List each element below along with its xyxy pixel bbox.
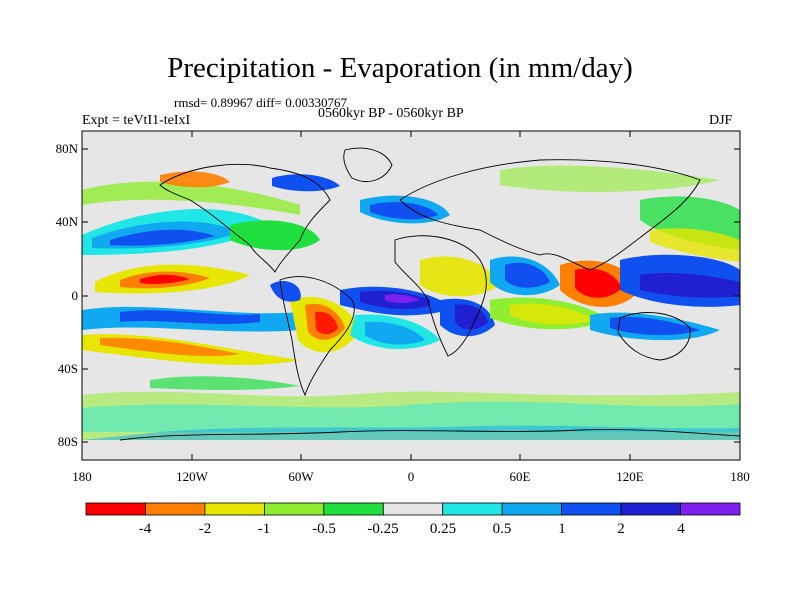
plot-title: Precipitation - Evaporation (in mm/day) xyxy=(167,52,633,84)
colorbar-label: -1 xyxy=(257,521,271,537)
lat-tick-marks xyxy=(82,148,740,443)
colorbar-label: 0.5 xyxy=(492,521,512,537)
colorbar-swatch xyxy=(561,502,622,516)
south-america-outline xyxy=(279,276,355,397)
lon-label-180w: 180 xyxy=(72,469,92,484)
colorbar-label: -2 xyxy=(198,521,212,537)
colorbar xyxy=(85,502,741,516)
coastlines xyxy=(119,147,740,441)
australia-outline xyxy=(617,312,691,361)
colorbar-label: 2 xyxy=(617,521,625,537)
lat-label-80n: 80N xyxy=(55,141,78,156)
lon-tick-marks xyxy=(81,131,741,460)
colorbar-swatch xyxy=(263,502,325,516)
lon-label-60w: 60W xyxy=(288,469,314,484)
colorbar-label: 1 xyxy=(558,521,566,537)
colorbar-swatch xyxy=(442,502,503,516)
colorbar-label: -0.25 xyxy=(367,521,399,537)
contour-fields xyxy=(82,165,740,440)
season-label: DJF xyxy=(709,113,733,128)
colorbar-swatch xyxy=(680,502,741,516)
experiment-label: Expt = teVtI1-teIxI xyxy=(82,113,191,128)
colorbar-swatch xyxy=(204,502,265,516)
colorbar-swatch xyxy=(323,502,384,516)
lon-label-120e: 120E xyxy=(616,469,644,484)
lon-label-180e: 180 xyxy=(730,469,750,484)
lon-label-120w: 120W xyxy=(176,469,208,484)
stats-line: rmsd= 0.89967 diff= 0.00330767 xyxy=(174,95,347,110)
lat-label-0: 0 xyxy=(71,288,79,303)
colorbar-swatch xyxy=(85,502,146,516)
lon-label-0: 0 xyxy=(407,469,415,484)
colorbar-label: 0.25 xyxy=(429,521,457,537)
colorbar-label: 4 xyxy=(677,521,685,537)
north-america-outline xyxy=(159,163,331,273)
colorbar-label: -4 xyxy=(138,521,152,537)
lon-label-60e: 60E xyxy=(509,469,531,484)
lat-label-40s: 40S xyxy=(57,361,78,376)
colorbar-swatch xyxy=(501,502,563,516)
lat-label-80s: 80S xyxy=(57,434,78,449)
eurasia-outline xyxy=(399,159,701,271)
antarctica-outline xyxy=(119,429,740,441)
lat-label-40n: 40N xyxy=(55,214,78,229)
period-label: 0560kyr BP - 0560kyr BP xyxy=(318,106,464,121)
colorbar-swatch xyxy=(382,502,444,516)
colorbar-swatch xyxy=(145,502,206,516)
africa-outline xyxy=(394,235,487,357)
colorbar-label: -0.5 xyxy=(312,521,336,537)
greenland-outline xyxy=(343,147,393,182)
colorbar-swatch xyxy=(620,502,681,516)
